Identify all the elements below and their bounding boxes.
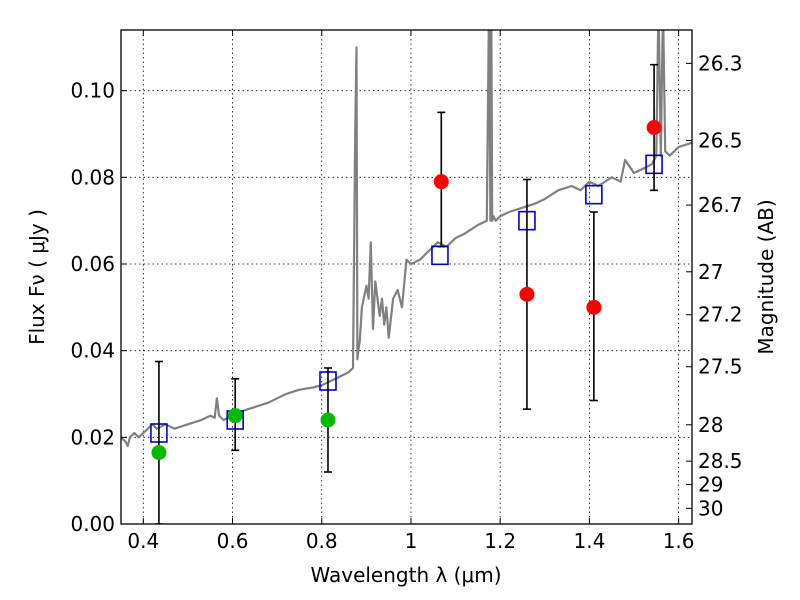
observed-nir-point — [646, 120, 662, 135]
model-photometry-point — [431, 245, 449, 266]
observed-nir-point — [433, 174, 449, 190]
observed-optical-point — [227, 408, 243, 424]
y-tick-label: 0.08 — [70, 165, 115, 189]
y-tick-label: 0.10 — [70, 79, 115, 103]
sed-model-line — [121, 30, 692, 448]
y-tick-label: 0.04 — [70, 339, 115, 363]
observed-nir-point — [519, 286, 535, 302]
y-tick-label: 0.06 — [70, 252, 115, 276]
x-tick-label: 0.4 — [127, 529, 159, 553]
magnitude-tick-label: 26.7 — [698, 193, 743, 217]
model-photometry-point — [585, 184, 603, 205]
y-tick-label: 0.02 — [70, 425, 115, 449]
axis-ticks: 0.4 0.6 0.8 1 1.2 1.4 1.6 0.00 0.02 0.04 0.06 0.08 0… — [70, 30, 743, 553]
y-tick-label: 0.00 — [70, 512, 115, 536]
observed-optical-point — [320, 412, 336, 428]
magnitude-tick-label: 28.5 — [698, 449, 743, 473]
magnitude-tick-label: 27.5 — [698, 355, 743, 379]
x-tick-label: 0.8 — [306, 529, 338, 553]
x-tick-label: 1 — [405, 529, 418, 553]
magnitude-tick-label: 30 — [698, 496, 723, 520]
x-tick-label: 1.6 — [663, 529, 695, 553]
plot-frame — [120, 29, 693, 525]
y-axis-label: Flux Fν ( μJy ) — [25, 209, 49, 345]
magnitude-tick-label: 28 — [698, 413, 723, 437]
magnitude-tick-label: 29 — [698, 473, 723, 497]
plot-area — [121, 30, 692, 524]
grid-lines — [121, 30, 692, 525]
magnitude-tick-label: 27.2 — [698, 303, 743, 327]
x-tick-label: 0.6 — [217, 529, 249, 553]
x-axis-label: Wavelength λ (μm) — [310, 563, 501, 587]
observed-nir-point — [586, 299, 602, 315]
magnitude-axis-label: Magnitude (AB) — [754, 199, 778, 354]
magnitude-tick-label: 26.3 — [698, 51, 743, 75]
x-tick-label: 1.2 — [484, 529, 516, 553]
x-tick-label: 1.4 — [573, 529, 605, 553]
magnitude-tick-label: 27 — [698, 260, 723, 284]
observed-optical-point — [151, 445, 167, 460]
magnitude-tick-label: 26.5 — [698, 129, 743, 153]
